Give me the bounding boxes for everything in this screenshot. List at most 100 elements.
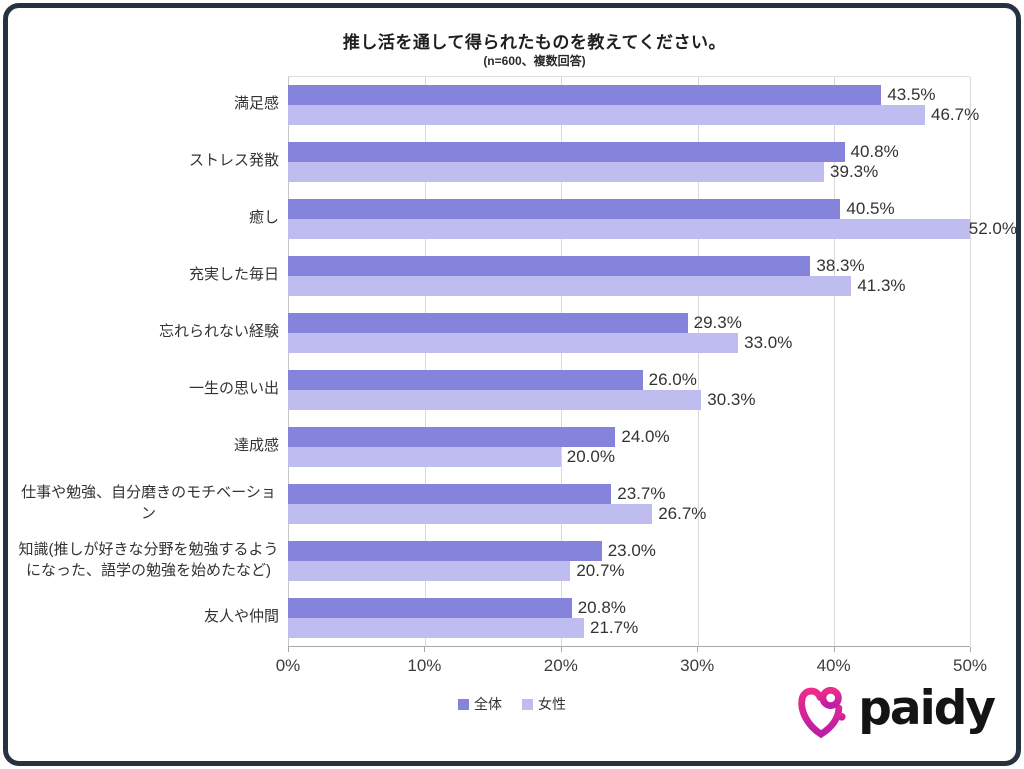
bar-全体 (288, 484, 612, 504)
bar-group: 29.3% 33.0% (288, 304, 970, 361)
value-label: 40.5% (846, 199, 895, 218)
bar-女性 (288, 333, 739, 353)
legend-swatch (458, 698, 469, 710)
chart-row: 一生の思い出 26.0% 30.3% (16, 361, 970, 418)
axis-tick (833, 647, 835, 652)
axis-tick (560, 647, 562, 652)
bar-女性 (288, 105, 925, 125)
bar-group: 40.8% 39.3% (288, 133, 970, 190)
axis-tick (970, 647, 971, 652)
axis-tick-label: 30% (680, 656, 715, 675)
bar-女性 (288, 561, 571, 581)
gridline (425, 77, 427, 646)
chart-row: 仕事や勉強、自分磨きのモチベーション 23.7% 26.7% (16, 475, 970, 532)
bar-女性 (288, 618, 584, 638)
axis-tick (424, 647, 426, 652)
bar-女性 (288, 219, 970, 239)
axis-tick (697, 647, 699, 652)
bar-line: 26.7% (288, 504, 970, 524)
value-label: 23.7% (617, 484, 666, 503)
bar-group: 20.8% 21.7% (288, 589, 970, 646)
chart-card: 推し活を通して得られたものを教えてください。 (n=600、複数回答) 満足感 4… (3, 3, 1021, 766)
bar-line: 30.3% (288, 390, 970, 410)
chart-subtitle: (n=600、複数回答) (483, 54, 586, 68)
axis-tick-label: 50% (952, 656, 988, 675)
bar-全体 (288, 427, 616, 447)
value-label: 26.7% (658, 504, 707, 523)
legend-item: 全体 (458, 694, 502, 714)
gridline (970, 77, 971, 646)
bar-line: 33.0% (288, 333, 970, 353)
category-label: 仕事や勉強、自分磨きのモチベーション (21, 484, 276, 522)
legend-swatch (522, 698, 533, 710)
legend-item: 女性 (522, 694, 566, 714)
chart-row: 知識(推しが好きな分野を勉強するようになった、語学の勉強を始めたなど) 23.0%… (16, 532, 970, 589)
bar-line: 23.0% (288, 541, 970, 561)
chart-row: 癒し 40.5% 52.0% (16, 190, 1017, 247)
chart-row: 忘れられない経験 29.3% 33.0% (16, 304, 970, 361)
value-label: 41.3% (857, 276, 906, 295)
bar-line: 46.7% (288, 105, 979, 125)
chart-row: 達成感 24.0% 20.0% (16, 418, 970, 475)
legend-label: 女性 (538, 696, 566, 712)
bar-group: 38.3% 41.3% (288, 247, 970, 304)
bar-全体 (288, 313, 688, 333)
category-label: 一生の思い出 (188, 380, 279, 398)
paidy-wordmark: paidy (858, 681, 996, 736)
bar-line: 40.5% (288, 199, 970, 219)
bar-line: 26.0% (288, 370, 970, 390)
bar-line: 40.8% (288, 142, 970, 162)
paidy-heart-icon (792, 680, 850, 747)
bar-全体 (288, 598, 572, 618)
value-label: 20.8% (577, 598, 626, 617)
paidy-logo: paidy (792, 680, 996, 747)
bar-女性 (288, 162, 825, 182)
category-label: 達成感 (233, 437, 279, 455)
bar-line: 38.3% (288, 256, 970, 276)
value-label: 33.0% (744, 333, 793, 352)
chart-title: 推し活を通して得られたものを教えてください。 (342, 33, 727, 52)
legend: 全体 女性 (8, 694, 1016, 714)
category-label: 充実した毎日 (188, 266, 279, 284)
bar-line: 43.5% (288, 85, 970, 105)
value-label: 20.0% (566, 447, 615, 466)
category-label: 満足感 (233, 95, 279, 113)
value-label: 40.8% (850, 142, 899, 161)
gridline (833, 77, 835, 646)
bar-line: 52.0% (288, 219, 1017, 239)
bar-女性 (288, 504, 653, 524)
bar-line: 20.7% (288, 561, 970, 581)
axis-tick-label: 20% (543, 656, 578, 675)
value-label: 39.3% (830, 162, 879, 181)
bar-全体 (288, 256, 811, 276)
bar-line: 21.7% (288, 618, 970, 638)
bar-line: 41.3% (288, 276, 970, 296)
bar-全体 (288, 370, 643, 390)
value-label: 20.7% (576, 561, 625, 580)
category-label: 忘れられない経験 (158, 323, 279, 341)
value-label: 30.3% (707, 390, 756, 409)
value-label: 21.7% (589, 618, 639, 637)
value-label: 29.3% (693, 313, 742, 332)
value-label: 43.5% (887, 85, 936, 104)
category-label: 友人や仲間 (203, 608, 279, 626)
bar-女性 (288, 447, 561, 467)
axis-tick-label: 40% (816, 656, 851, 675)
chart-row: 友人や仲間 20.8% 21.7% (16, 589, 970, 646)
gridline (697, 77, 699, 646)
bar-line: 20.0% (288, 447, 970, 467)
bar-女性 (288, 390, 702, 410)
bar-line: 20.8% (288, 598, 970, 618)
plot-frame (288, 76, 971, 646)
bar-line: 29.3% (288, 313, 970, 333)
legend-label: 全体 (474, 696, 502, 712)
bar-全体 (288, 541, 602, 561)
chart-rows: 満足感 43.5% 46.7% ストレス発散 40.8% 39.3% 癒し 40.5% 52.0… (16, 76, 1017, 646)
gridline (561, 77, 563, 646)
bar-全体 (288, 85, 882, 105)
bar-group: 24.0% 20.0% (288, 418, 970, 475)
axis-tick-label: 10% (407, 656, 442, 675)
category-label: ストレス発散 (188, 152, 279, 170)
category-label: 癒し (248, 209, 279, 227)
axis-tick (288, 647, 289, 652)
